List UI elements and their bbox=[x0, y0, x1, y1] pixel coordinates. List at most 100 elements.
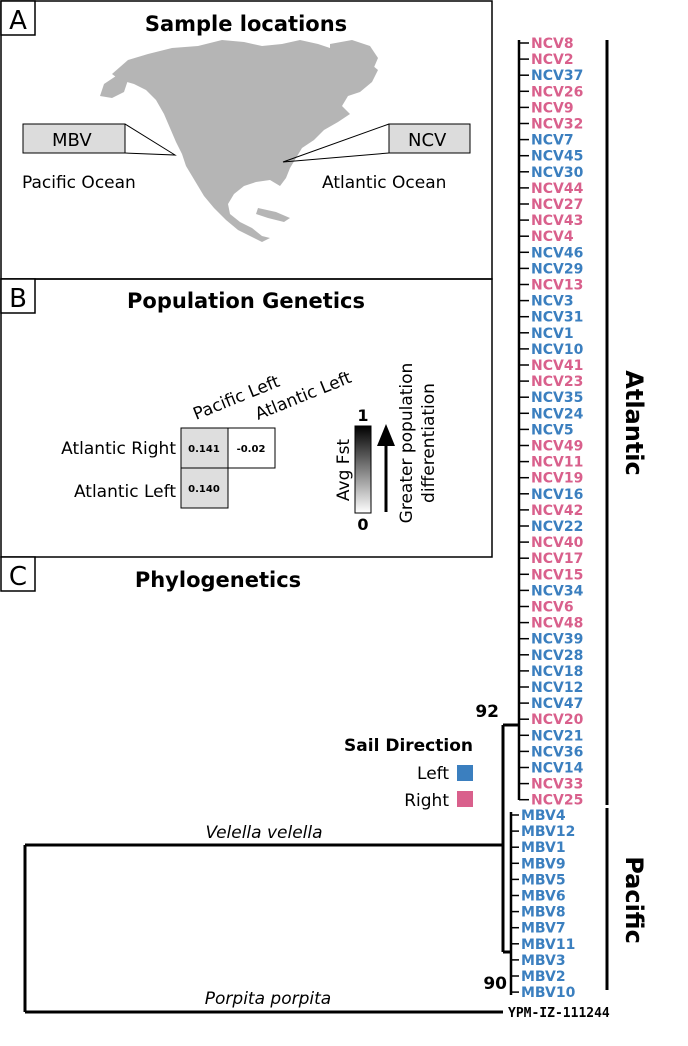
ncv-leaf-label: NCV11 bbox=[531, 455, 583, 471]
legend-left-swatch bbox=[457, 765, 473, 781]
ncv-leaf-label: NCV25 bbox=[531, 793, 583, 809]
ncv-leaf-label: NCV27 bbox=[531, 197, 583, 213]
ncv-leaf-label: NCV28 bbox=[531, 648, 583, 664]
map-land-caribbean bbox=[256, 208, 290, 222]
panel-b-letter-box bbox=[0, 278, 36, 314]
velella-label: Velella velella bbox=[205, 823, 322, 843]
fst-cell-2-value: -0.02 bbox=[237, 444, 266, 455]
panel-a: A Sample locations MBV Pacific Ocean NCV… bbox=[0, 0, 493, 280]
legend-left-label: Left bbox=[417, 764, 449, 784]
ncv-leaf-label: NCV22 bbox=[531, 519, 583, 535]
mbv-box-label: MBV bbox=[52, 130, 92, 151]
scale-title: Avg Fst bbox=[334, 439, 354, 502]
atlantic-clade-label: Atlantic bbox=[620, 370, 648, 475]
ncv-leaf-label: NCV3 bbox=[531, 294, 574, 310]
ncv-leaf-label: NCV21 bbox=[531, 728, 583, 744]
leaf-ticks bbox=[511, 42, 529, 993]
panel-b-frame bbox=[0, 278, 493, 558]
ncv-leaf-label: NCV6 bbox=[531, 600, 574, 616]
mbv-leaf-label: MBV12 bbox=[521, 824, 575, 840]
ncv-leaf-label: NCV17 bbox=[531, 551, 583, 567]
legend-title: Sail Direction bbox=[344, 736, 473, 756]
ncv-leaf-label: NCV31 bbox=[531, 310, 583, 326]
mbv-leaf-label: MBV11 bbox=[521, 937, 575, 953]
pacific-ocean-label: Pacific Ocean bbox=[22, 173, 136, 193]
ncv-leaf-label: NCV5 bbox=[531, 422, 574, 438]
ncv-box bbox=[388, 123, 471, 154]
ncv-leaf-label: NCV32 bbox=[531, 117, 583, 133]
ncv-leaf-label: NCV36 bbox=[531, 744, 583, 760]
mbv-leaf-label: MBV9 bbox=[521, 856, 566, 872]
mbv-leaf-label: MBV1 bbox=[521, 840, 566, 856]
mbv-callout-lines bbox=[124, 123, 177, 156]
ncv-leaf-label: NCV47 bbox=[531, 696, 583, 712]
ncv-leaf-label: NCV23 bbox=[531, 374, 583, 390]
panel-a-title: Sample locations bbox=[145, 12, 347, 36]
fst-cell-3 bbox=[180, 467, 229, 509]
differentiation-arrow-head bbox=[377, 424, 395, 446]
panel-a-letter: A bbox=[9, 6, 27, 36]
ncv-leaf-label: NCV30 bbox=[531, 165, 584, 181]
ncv-leaf-label: NCV19 bbox=[531, 471, 583, 487]
mbv-leaf-label: MBV4 bbox=[521, 808, 566, 824]
ncv-leaf-label: NCV14 bbox=[531, 761, 584, 777]
panel-c-title: Phylogenetics bbox=[135, 568, 301, 592]
ncv-leaf-label: NCV49 bbox=[531, 439, 583, 455]
arrow-label-line1: Greater population bbox=[397, 363, 417, 524]
panel-b: B Population Genetics Pacific Left Atlan… bbox=[0, 278, 493, 558]
panel-b-title: Population Genetics bbox=[127, 289, 365, 313]
mbv-leaf-label: MBV2 bbox=[521, 969, 566, 985]
ncv-leaf-label: NCV9 bbox=[531, 100, 574, 116]
row-header-atlantic-right: Atlantic Right bbox=[61, 439, 176, 459]
ncv-leaf-label: NCV16 bbox=[531, 487, 583, 503]
ncv-leaf-label: NCV33 bbox=[531, 777, 583, 793]
mbv-leaf-label: MBV6 bbox=[521, 889, 566, 905]
ncv-leaf-label: NCV26 bbox=[531, 84, 583, 100]
mbv-leaf-labels: MBV4MBV12MBV1MBV9MBV5MBV6MBV8MBV7MBV11MB… bbox=[521, 808, 576, 1001]
ncv-leaf-label: NCV35 bbox=[531, 390, 583, 406]
ncv-leaf-label: NCV34 bbox=[531, 583, 584, 599]
arrow-label-line2: differentiation bbox=[419, 383, 439, 503]
ncv-leaf-label: NCV43 bbox=[531, 213, 583, 229]
row-header-atlantic-left: Atlantic Left bbox=[74, 482, 176, 502]
scale-min-label: 0 bbox=[357, 515, 368, 534]
panel-a-letter-box bbox=[0, 0, 36, 36]
scale-max-label: 1 bbox=[357, 406, 368, 425]
ncv-leaf-label: NCV8 bbox=[531, 36, 574, 52]
mbv-leaf-label: MBV5 bbox=[521, 872, 566, 888]
ncv-callout-lines bbox=[282, 123, 390, 163]
phylogenetic-tree bbox=[23, 40, 521, 1014]
fst-color-scale bbox=[354, 425, 372, 514]
ncv-leaf-label: NCV39 bbox=[531, 632, 583, 648]
ncv-leaf-label: NCV45 bbox=[531, 149, 583, 165]
legend-right-label: Right bbox=[404, 791, 449, 811]
mbv-box bbox=[22, 123, 126, 154]
ncv-leaf-label: NCV29 bbox=[531, 261, 583, 277]
ncv-leaf-label: NCV37 bbox=[531, 68, 583, 84]
ncv-leaf-label: NCV2 bbox=[531, 52, 574, 68]
porpita-label: Porpita porpita bbox=[205, 989, 331, 1009]
ncv-leaf-label: NCV42 bbox=[531, 503, 583, 519]
panel-b-letter: B bbox=[9, 284, 27, 314]
fst-cell-3-value: 0.140 bbox=[188, 484, 220, 495]
panel-c-letter-box bbox=[0, 556, 36, 592]
ncv-leaf-label: NCV4 bbox=[531, 229, 574, 245]
ncv-box-label: NCV bbox=[408, 130, 447, 151]
map-land-mainland bbox=[112, 40, 378, 242]
ncv-leaf-label: NCV20 bbox=[531, 712, 584, 728]
ncv-leaf-labels: NCV8NCV2NCV37NCV26NCV9NCV32NCV7NCV45NCV3… bbox=[531, 36, 584, 809]
fst-cell-2 bbox=[227, 427, 276, 469]
mbv-leaf-label: MBV3 bbox=[521, 953, 566, 969]
mbv-leaf-label: MBV10 bbox=[521, 985, 576, 1001]
outgroup-label: YPM-IZ-111244 bbox=[508, 1006, 610, 1021]
ncv-leaf-label: NCV18 bbox=[531, 664, 583, 680]
ncv-leaf-label: NCV12 bbox=[531, 680, 583, 696]
ncv-leaf-label: NCV7 bbox=[531, 133, 574, 149]
atlantic-ocean-label: Atlantic Ocean bbox=[322, 173, 446, 193]
ncv-leaf-label: NCV48 bbox=[531, 616, 583, 632]
ncv-leaf-label: NCV46 bbox=[531, 245, 583, 261]
mbv-leaf-label: MBV7 bbox=[521, 921, 566, 937]
pacific-clade-label: Pacific bbox=[620, 856, 648, 944]
fst-cell-1-value: 0.141 bbox=[188, 444, 220, 455]
